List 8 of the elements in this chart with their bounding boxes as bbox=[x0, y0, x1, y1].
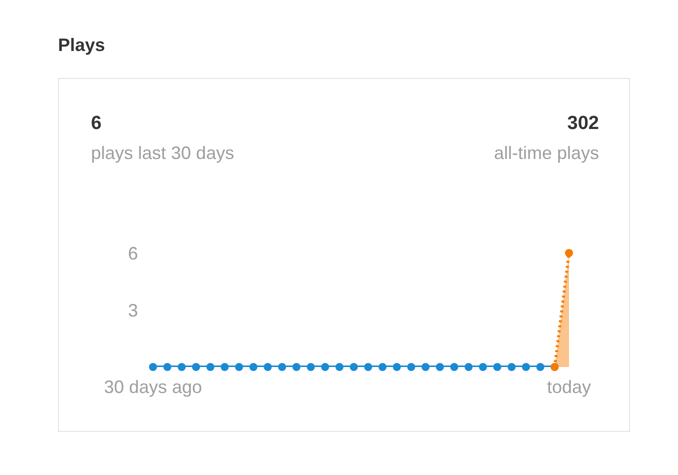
x-tick-label: today bbox=[546, 377, 592, 397]
text: 302 bbox=[567, 113, 599, 135]
y-tick-label: 3 bbox=[128, 300, 138, 320]
text: plays last 30 days bbox=[91, 143, 234, 164]
text: 6 bbox=[91, 113, 102, 135]
text: all-time plays bbox=[494, 143, 599, 164]
chart-title: Plays bbox=[58, 35, 106, 56]
x-tick-label: 30 days ago bbox=[104, 377, 202, 397]
